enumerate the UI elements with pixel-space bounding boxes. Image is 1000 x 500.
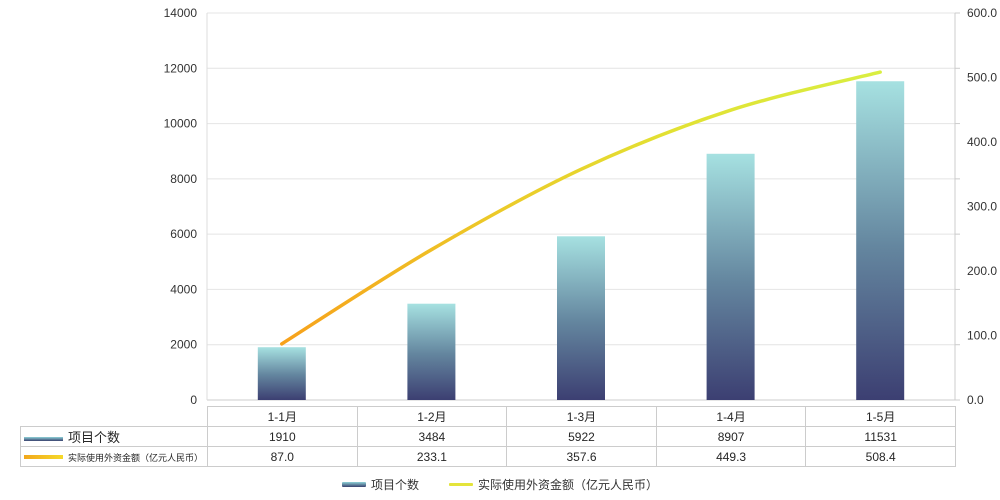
series-label: 实际使用外资金额（亿元人民币） <box>68 452 204 463</box>
y-left-tick-label: 10000 <box>164 117 198 131</box>
legend-label: 项目个数 <box>370 477 419 492</box>
value-cell: 1910 <box>207 426 358 447</box>
value-cell: 8907 <box>655 426 807 447</box>
value-cell: 3484 <box>356 426 508 447</box>
y-right-tick-label: 500.0 <box>967 71 997 85</box>
line-series-swatch-icon <box>24 455 63 460</box>
category-header-cell: 1-3月 <box>506 406 657 427</box>
y-left-tick-label: 12000 <box>164 61 198 75</box>
y-right-tick-label: 0.0 <box>967 393 984 407</box>
y-right-tick-label: 300.0 <box>967 200 997 214</box>
bar-series-swatch-icon <box>24 436 63 441</box>
y-right-tick-label: 400.0 <box>967 135 997 149</box>
category-header-cell: 1-5月 <box>805 406 956 427</box>
series-label-cell: 实际使用外资金额（亿元人民币） <box>20 446 208 467</box>
value-cell: 357.6 <box>506 446 657 467</box>
value-cell: 449.3 <box>655 446 807 467</box>
y-left-tick-label: 0 <box>190 393 197 407</box>
y-right-tick-label: 200.0 <box>967 264 997 278</box>
legend-item-foreign-capital[interactable]: 实际使用外资金额（亿元人民币） <box>449 476 658 493</box>
bar[interactable] <box>257 347 306 400</box>
bar[interactable] <box>407 303 456 400</box>
y-left-tick-label: 4000 <box>170 282 197 296</box>
value-cell: 87.0 <box>207 446 358 467</box>
y-left-tick-label: 6000 <box>170 227 197 241</box>
legend-label: 实际使用外资金额（亿元人民币） <box>478 477 659 492</box>
value-cell: 5922 <box>506 426 657 447</box>
chart-legend: 项目个数 实际使用外资金额（亿元人民币） <box>0 474 1000 494</box>
line-series[interactable] <box>280 70 882 346</box>
value-cell: 233.1 <box>356 446 508 467</box>
y-left-tick-label: 14000 <box>164 6 198 20</box>
category-header-cell: 1-2月 <box>356 406 508 427</box>
y-left-tick-label: 8000 <box>170 172 197 186</box>
bar[interactable] <box>706 153 755 400</box>
bar[interactable] <box>856 81 905 400</box>
y-right-tick-label: 600.0 <box>967 6 997 20</box>
legend-item-projects[interactable]: 项目个数 <box>341 476 419 493</box>
line-series-swatch-icon <box>449 482 473 486</box>
bar-series-swatch-icon <box>341 481 366 487</box>
y-left-tick-label: 2000 <box>170 338 197 352</box>
y-right-tick-label: 100.0 <box>967 329 997 343</box>
series-label: 项目个数 <box>68 430 121 445</box>
category-header-cell: 1-4月 <box>655 406 807 427</box>
data-table: 1-1月 1-2月 1-3月 1-4月 1-5月项目个数 1910 3484 5922 8907… <box>20 406 956 467</box>
value-cell: 11531 <box>805 426 956 447</box>
category-header-cell: 1-1月 <box>207 406 358 427</box>
table-corner-cell <box>21 407 208 427</box>
bar[interactable] <box>557 236 605 400</box>
value-cell: 508.4 <box>805 446 956 467</box>
series-label-cell: 项目个数 <box>20 426 208 447</box>
combo-chart: 0 2000 4000 6000 8000 10000 12000 14000 0.0 100.0… <box>164 6 998 407</box>
